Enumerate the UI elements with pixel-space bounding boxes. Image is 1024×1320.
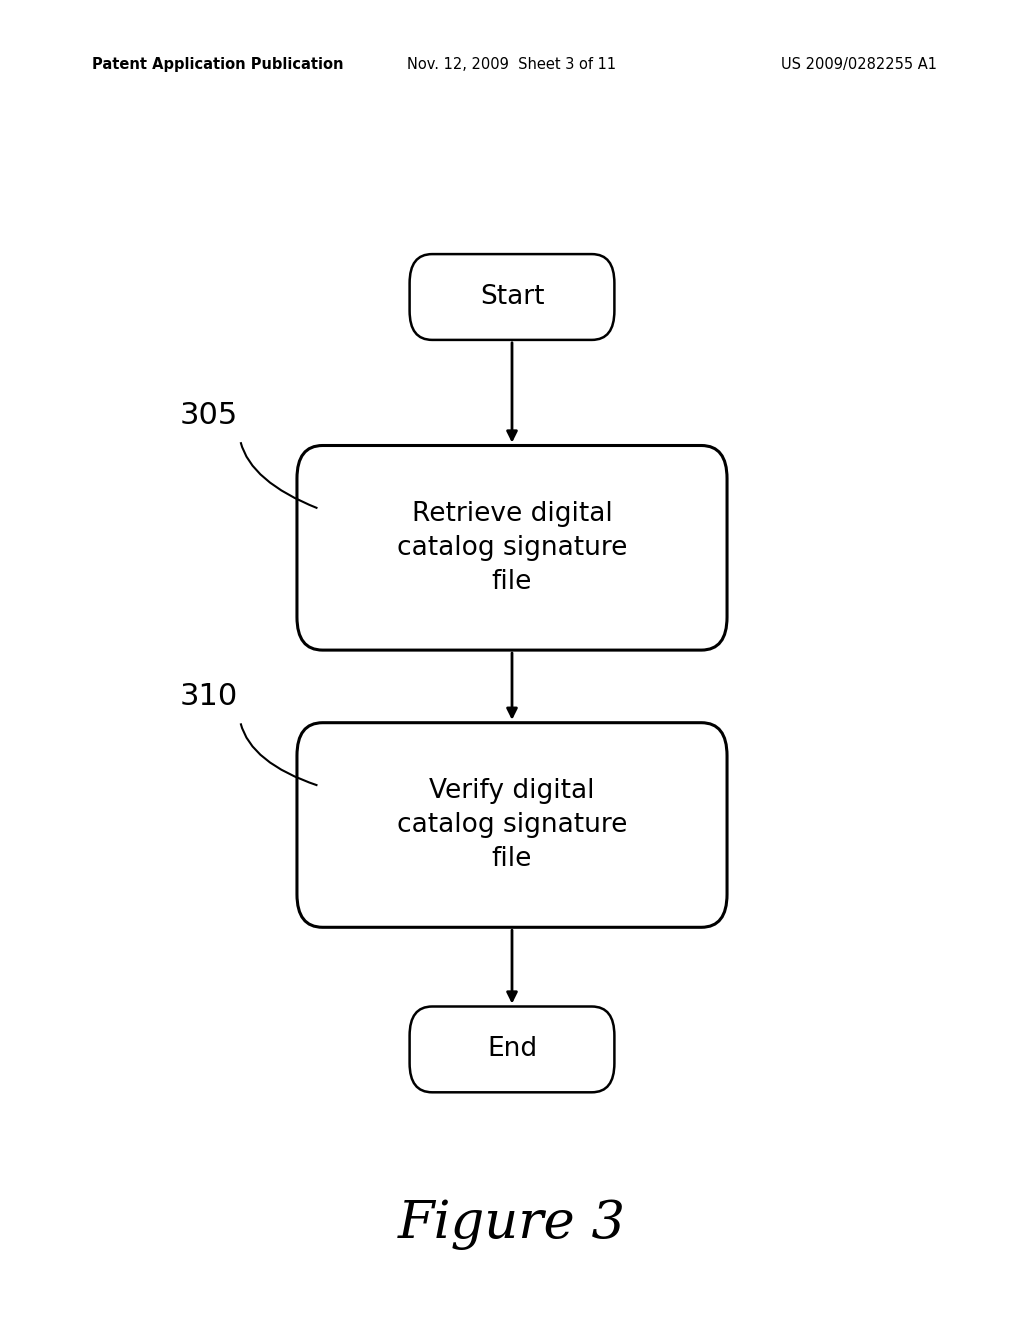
Text: Retrieve digital
catalog signature
file: Retrieve digital catalog signature file: [397, 500, 627, 595]
FancyBboxPatch shape: [297, 446, 727, 651]
Text: 305: 305: [179, 401, 238, 430]
FancyBboxPatch shape: [410, 1006, 614, 1093]
Text: Figure 3: Figure 3: [398, 1200, 626, 1250]
FancyBboxPatch shape: [410, 253, 614, 339]
Text: Verify digital
catalog signature
file: Verify digital catalog signature file: [397, 777, 627, 873]
Text: Nov. 12, 2009  Sheet 3 of 11: Nov. 12, 2009 Sheet 3 of 11: [408, 57, 616, 71]
FancyBboxPatch shape: [297, 722, 727, 927]
Text: US 2009/0282255 A1: US 2009/0282255 A1: [781, 57, 937, 71]
Text: Start: Start: [480, 284, 544, 310]
Text: Patent Application Publication: Patent Application Publication: [92, 57, 344, 71]
Text: End: End: [487, 1036, 537, 1063]
Text: 310: 310: [179, 682, 238, 711]
